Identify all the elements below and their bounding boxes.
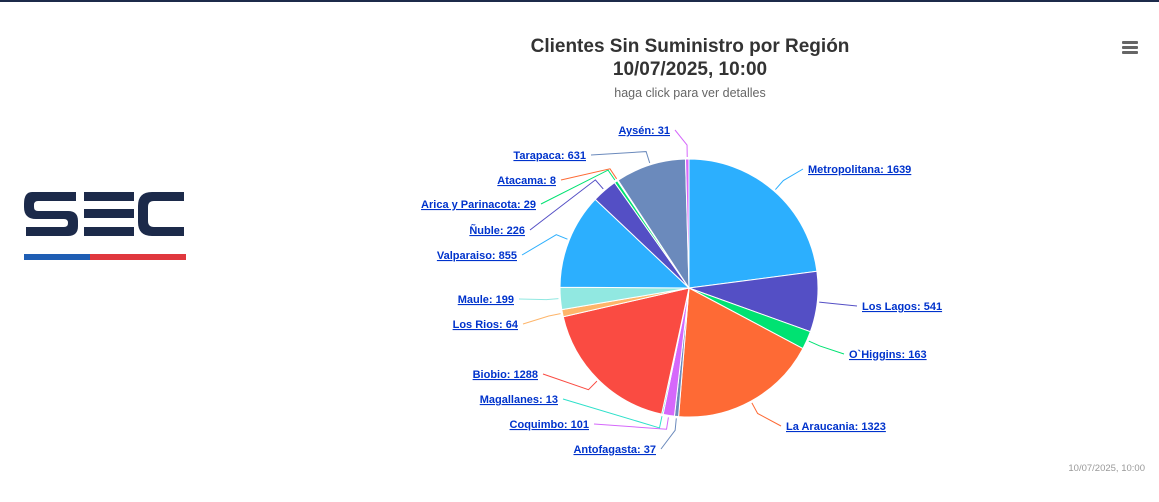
data-label[interactable]: Arica y Parinacota: 29	[421, 199, 536, 211]
connector-line	[775, 168, 804, 190]
data-label[interactable]: Magallanes: 13	[480, 394, 558, 406]
connector-line	[542, 373, 598, 391]
data-label[interactable]: Maule: 199	[458, 294, 514, 306]
data-label[interactable]: La Araucania: 1323	[786, 421, 886, 433]
data-label[interactable]: Tarapaca: 631	[513, 150, 586, 162]
data-label[interactable]: Metropolitana: 1639	[808, 164, 911, 176]
data-label[interactable]: Ñuble: 226	[469, 224, 525, 237]
connector-line	[593, 417, 669, 430]
connector-line	[562, 398, 663, 429]
chart-title-line1: Clientes Sin Suministro por Región	[530, 36, 850, 57]
pie-slice-valparaiso[interactable]	[559, 198, 691, 289]
connector-line	[660, 418, 677, 450]
connector-line	[521, 234, 568, 256]
chart-subtitle: haga click para ver detalles	[614, 86, 766, 100]
sec-logo	[24, 192, 186, 260]
data-label[interactable]: Los Rios: 64	[453, 319, 519, 331]
timestamp-credits: 10/07/2025, 10:00	[1068, 463, 1145, 474]
data-label[interactable]: Valparaiso: 855	[437, 250, 517, 262]
connector-line	[560, 168, 618, 181]
data-label[interactable]: O`Higgins: 163	[849, 349, 927, 361]
data-label[interactable]: Aysén: 31	[618, 125, 670, 137]
chart-title-line2: 10/07/2025, 10:00	[612, 59, 768, 80]
pie-slice-metropolitana[interactable]	[688, 158, 818, 289]
data-label[interactable]: Coquimbo: 101	[510, 419, 589, 431]
pie-slice-la-araucania[interactable]	[678, 287, 804, 418]
connector-line	[819, 301, 858, 307]
data-label[interactable]: Atacama: 8	[497, 175, 556, 187]
data-label[interactable]: Los Lagos: 541	[862, 301, 942, 313]
connector-line	[674, 129, 688, 158]
connector-line	[590, 151, 651, 164]
data-label[interactable]: Biobio: 1288	[473, 369, 538, 381]
pie-slice-biobio[interactable]	[562, 287, 690, 415]
connector-line	[540, 169, 616, 205]
connector-line	[529, 179, 604, 231]
pie-slice-aysén[interactable]	[684, 158, 690, 289]
hamburger-menu-icon[interactable]	[1119, 39, 1141, 57]
connector-line	[751, 402, 782, 427]
connector-line	[518, 298, 559, 301]
connector-line	[808, 340, 845, 355]
chart-title: Clientes Sin Suministro por Región 10/07…	[470, 35, 910, 81]
data-label[interactable]: Antofagasta: 37	[573, 444, 656, 456]
connector-line	[522, 313, 561, 325]
